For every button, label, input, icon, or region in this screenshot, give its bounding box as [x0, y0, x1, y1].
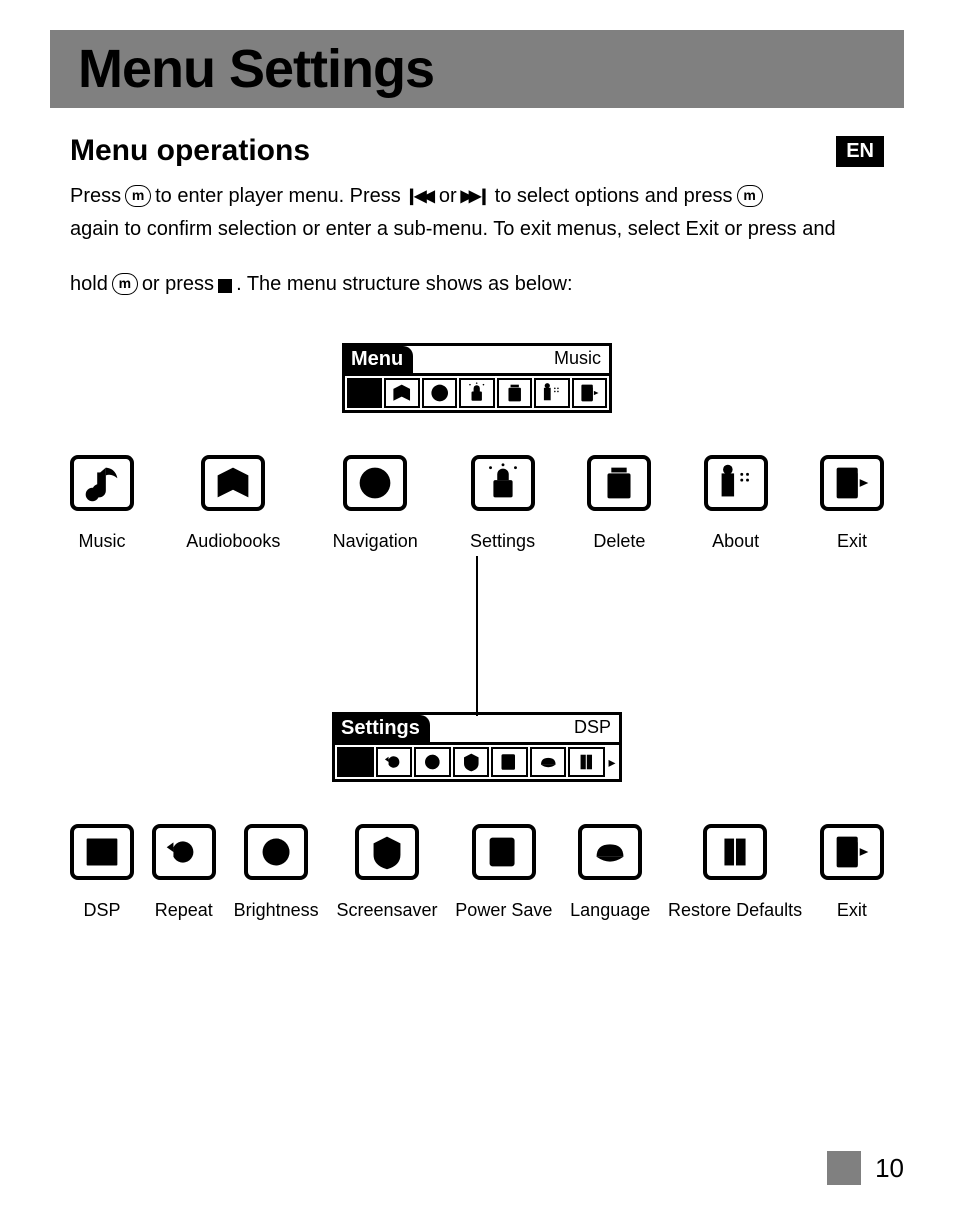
language-badge: EN [836, 136, 884, 167]
text: to enter player menu. Press [155, 182, 401, 211]
instruction-text: Press m to enter player menu. Press ❙◀◀ … [50, 182, 904, 299]
section-heading: Menu operations [70, 134, 310, 168]
text: again to confirm selection or enter a su… [70, 215, 836, 244]
exit-icon [820, 455, 884, 511]
menu-button-icon: m [125, 185, 151, 207]
about-label: About [712, 531, 759, 552]
menu-icon-row: Music Audiobooks Navigation Settings Delete A… [70, 455, 884, 552]
music-menu-item: Music [70, 455, 134, 552]
repeat-icon [152, 824, 216, 880]
dsp-mini-icon [337, 747, 374, 777]
text: hold [70, 270, 108, 299]
dsp-icon [70, 824, 134, 880]
repeat-menu-item: Repeat [152, 824, 216, 921]
menu-lcd-current: Music [546, 346, 609, 373]
brightness-label: Brightness [234, 900, 319, 921]
brightness-mini-icon [414, 747, 451, 777]
brightness-icon [244, 824, 308, 880]
navigation-icon [343, 455, 407, 511]
page-number: 10 [875, 1153, 904, 1184]
settings-icon [471, 455, 535, 511]
language-icon [578, 824, 642, 880]
audiobooks-menu-item: Audiobooks [186, 455, 280, 552]
connector-line [476, 556, 478, 716]
navigation-mini-icon [422, 378, 457, 408]
repeat-mini-icon [376, 747, 413, 777]
text: Press [70, 182, 121, 211]
language-mini-icon [530, 747, 567, 777]
language-label: Language [570, 900, 650, 921]
dsp-menu-item: DSP [70, 824, 134, 921]
exit-label: Exit [837, 900, 867, 921]
menu-button-icon: m [737, 185, 763, 207]
screensaver-mini-icon [453, 747, 490, 777]
powersave-icon [472, 824, 536, 880]
navigation-menu-item: Navigation [333, 455, 418, 552]
settings-mini-icon [459, 378, 494, 408]
language-menu-item: Language [570, 824, 650, 921]
music-icon [70, 455, 134, 511]
restore-menu-item: Restore Defaults [668, 824, 802, 921]
restore-icon [703, 824, 767, 880]
screensaver-label: Screensaver [336, 900, 437, 921]
page-title: Menu Settings [78, 38, 904, 100]
powersave-mini-icon [491, 747, 528, 777]
powersave-menu-item: Power Save [455, 824, 552, 921]
prev-icon: ❙◀◀ [405, 185, 435, 208]
brightness-menu-item: Brightness [234, 824, 319, 921]
text: or [439, 182, 457, 211]
restore-mini-icon [568, 747, 605, 777]
exit-menu-item: Exit [820, 824, 884, 921]
delete-label: Delete [593, 531, 645, 552]
audiobooks-icon [201, 455, 265, 511]
delete-mini-icon [497, 378, 532, 408]
exit-icon [820, 824, 884, 880]
text: . The menu structure shows as below: [236, 270, 572, 299]
settings-lcd-tab: Settings [335, 715, 430, 742]
settings-lcd-current: DSP [566, 715, 619, 742]
exit-menu-item: Exit [820, 455, 884, 552]
exit-label: Exit [837, 531, 867, 552]
settings-icon-row: DSP Repeat Brightness Screensaver Power Save… [70, 824, 884, 921]
settings-label: Settings [470, 531, 535, 552]
menu-button-icon: m [112, 273, 138, 295]
exit-mini-icon [572, 378, 607, 408]
delete-icon [587, 455, 651, 511]
page-footer: 10 [827, 1151, 904, 1185]
footer-decoration [827, 1151, 861, 1185]
stop-icon [218, 279, 232, 293]
repeat-label: Repeat [155, 900, 213, 921]
about-icon [704, 455, 768, 511]
music-label: Music [78, 531, 125, 552]
settings-menu-item: Settings [470, 455, 535, 552]
powersave-label: Power Save [455, 900, 552, 921]
restore-label: Restore Defaults [668, 900, 802, 921]
about-menu-item: About [704, 455, 768, 552]
audiobooks-mini-icon [384, 378, 419, 408]
next-icon: ▶▶❙ [461, 185, 491, 208]
menu-lcd: Menu Music [342, 343, 612, 413]
menu-lcd-tab: Menu [345, 346, 413, 373]
navigation-label: Navigation [333, 531, 418, 552]
screensaver-menu-item: Screensaver [336, 824, 437, 921]
text: or press [142, 270, 214, 299]
dsp-label: DSP [83, 900, 120, 921]
title-band: Menu Settings [50, 30, 904, 108]
audiobooks-label: Audiobooks [186, 531, 280, 552]
text: to select options and press [495, 182, 733, 211]
delete-menu-item: Delete [587, 455, 651, 552]
music-mini-icon [347, 378, 382, 408]
settings-lcd: Settings DSP ▸ [332, 712, 622, 782]
screensaver-icon [355, 824, 419, 880]
about-mini-icon [534, 378, 569, 408]
more-arrow-icon: ▸ [607, 747, 617, 777]
